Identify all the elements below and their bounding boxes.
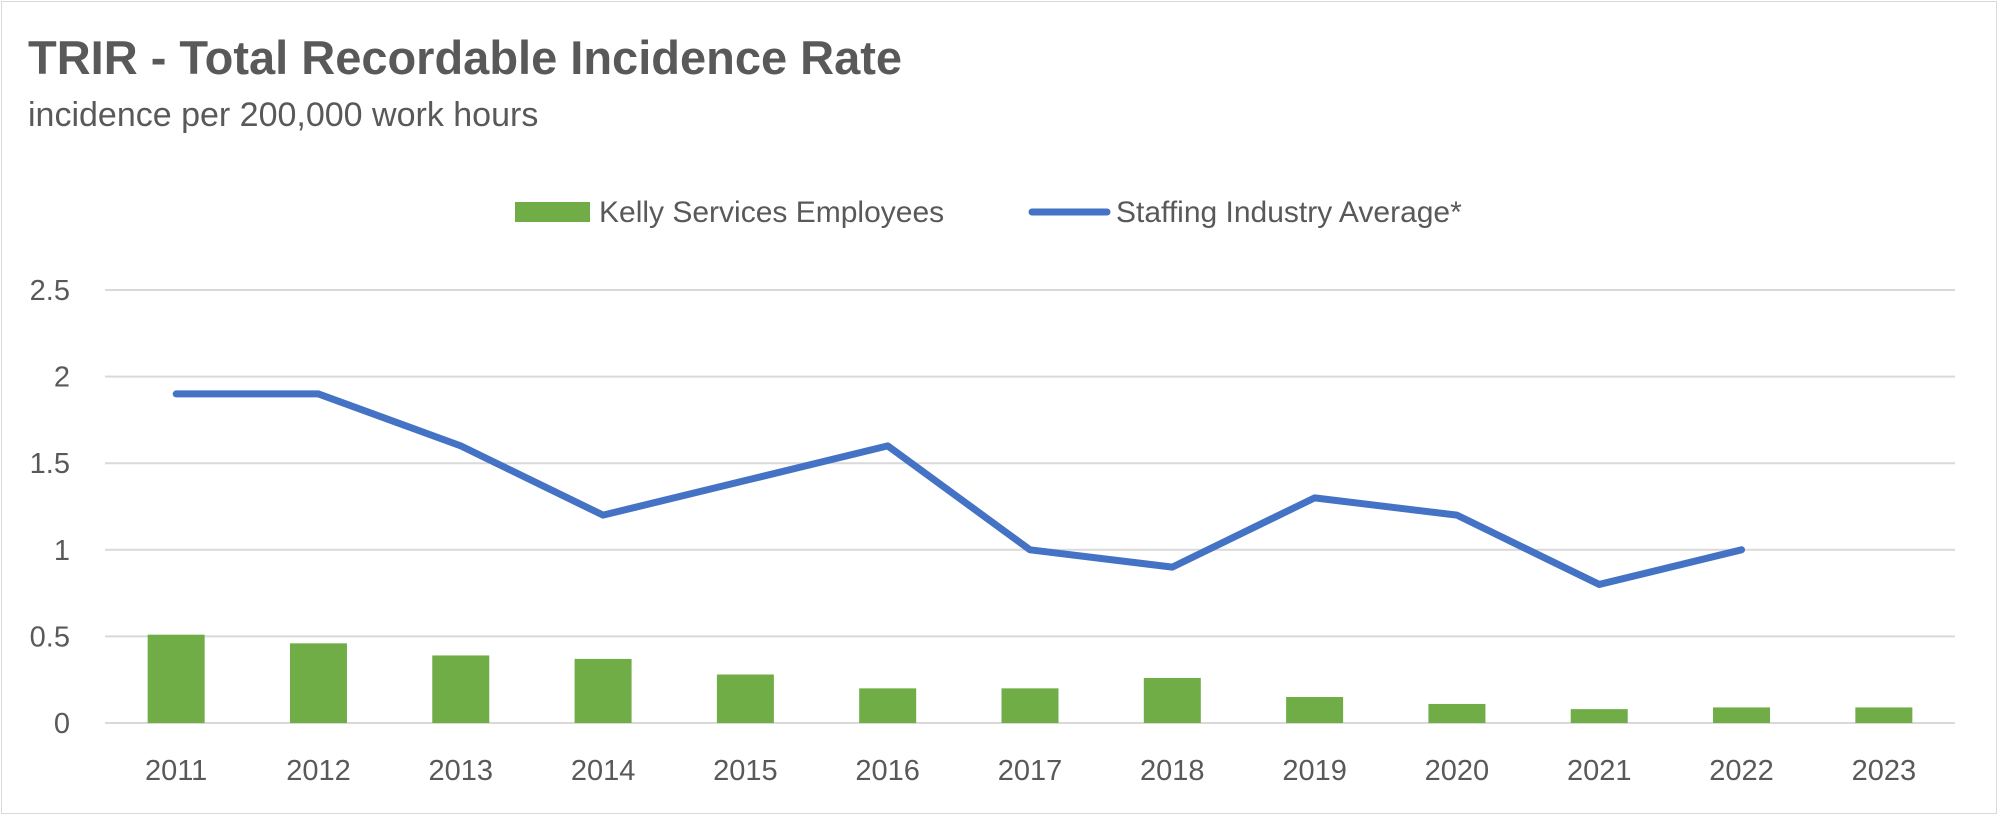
bar-series [147,634,1913,723]
x-tick-label: 2020 [1425,755,1490,787]
y-tick-label: 1.5 [30,448,70,480]
y-axis-tick-labels: 0 0.5 1 1.5 2 2.5 [30,275,70,740]
x-tick-label: 2013 [429,755,494,787]
x-tick-label: 2014 [571,755,636,787]
bar [147,634,205,723]
bar [1286,697,1344,723]
legend: Kelly Services Employees Staffing Industr… [515,196,1462,229]
series-line [172,390,1746,588]
bar [1855,707,1913,723]
x-axis-tick-labels: 2011 2012 2013 2014 2015 2016 2017 2018 2019 2020… [145,755,1916,787]
legend-swatch-bar [515,202,590,222]
x-tick-label: 2015 [713,755,778,787]
bar [289,643,347,723]
y-tick-label: 1 [54,535,70,567]
y-tick-label: 0 [54,708,70,740]
x-tick-label: 2012 [286,755,351,787]
bar [1143,677,1201,723]
bar [859,688,917,723]
bar [432,655,490,723]
x-tick-label: 2018 [1140,755,1205,787]
bar [1001,688,1059,723]
y-tick-label: 2 [54,362,70,394]
legend-label-line-series: Staffing Industry Average* [1116,196,1462,229]
y-tick-label: 2.5 [30,275,70,307]
bar [716,674,774,723]
x-tick-label: 2017 [998,755,1063,787]
x-tick-label: 2016 [855,755,920,787]
chart-subtitle: incidence per 200,000 work hours [28,96,539,134]
bar [574,658,632,723]
x-tick-label: 2023 [1852,755,1917,787]
gridlines [105,289,1955,724]
line-series [172,390,1746,588]
bar [1428,703,1486,723]
x-tick-label: 2019 [1282,755,1347,787]
y-tick-label: 0.5 [30,621,70,653]
x-tick-label: 2011 [145,755,207,787]
x-tick-label: 2022 [1709,755,1774,787]
chart-title: TRIR - Total Recordable Incidence Rate [28,31,903,84]
bar [1713,707,1771,723]
x-tick-label: 2021 [1567,755,1632,787]
legend-label-bar-series: Kelly Services Employees [599,196,944,229]
bar [1570,709,1628,723]
